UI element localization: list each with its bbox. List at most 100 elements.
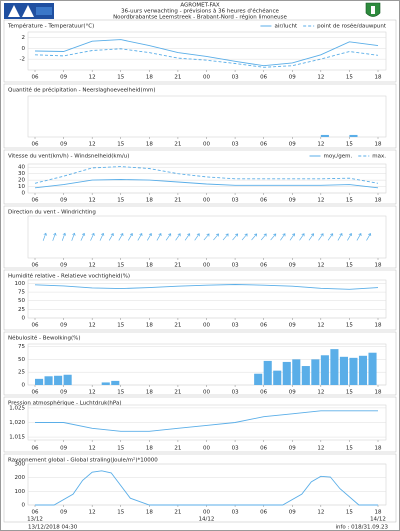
logo-left	[4, 3, 54, 19]
footer-left: 13/12/2018 04:30	[28, 525, 78, 531]
x-tick-label: 12	[317, 323, 324, 329]
x-tick-label: 21	[174, 323, 181, 329]
x-tick-label: 09	[60, 390, 67, 396]
x-tick-label: 06	[32, 510, 39, 516]
x-tick-label: 09	[289, 142, 296, 148]
x-tick-label: 21	[174, 75, 181, 81]
bar	[263, 360, 272, 385]
plot-area	[27, 95, 387, 138]
wind-arrow	[318, 233, 324, 241]
wind-arrow	[260, 233, 267, 241]
x-tick-label: 15	[346, 263, 353, 269]
x-tick-label: 21	[174, 390, 181, 396]
wind-arrow	[337, 233, 343, 241]
x-tick-label: 03	[232, 446, 239, 452]
x-tick-label: 12	[89, 446, 96, 452]
x-tick-label: 09	[289, 390, 296, 396]
panel-frame	[3, 83, 397, 149]
series-line	[34, 39, 379, 67]
x-tick-label: 06	[32, 323, 39, 329]
panel-frame	[3, 453, 397, 523]
logo-right	[365, 2, 381, 17]
series-line	[34, 179, 379, 189]
header-region: Noordbrabantse Leemstreek - Brabant-Nord…	[113, 14, 287, 21]
bar	[292, 359, 301, 385]
x-tick-label: 12	[89, 263, 96, 269]
panel-frame	[3, 149, 397, 205]
y-tick-label: 1,020	[9, 420, 25, 426]
x-tick-label: 21	[174, 510, 181, 516]
bar	[273, 370, 282, 385]
wind-arrow	[251, 233, 258, 241]
panel-frame	[3, 205, 397, 269]
x-tick-label: 15	[117, 75, 124, 81]
y-tick-label: 0	[22, 316, 26, 322]
x-tick-label: 03	[232, 75, 239, 81]
panel-title: Quantité de précipitation - Neerslaghoev…	[8, 87, 155, 94]
x-tick-label: 03	[232, 510, 239, 516]
bar	[111, 380, 120, 385]
x-tick-label: 06	[260, 446, 267, 452]
y-tick-label: 100	[15, 281, 26, 287]
x-tick-label: 12	[317, 142, 324, 148]
y-tick-label: 0	[22, 503, 26, 509]
wind-arrow	[146, 233, 152, 241]
legend-label: moy./gem.	[323, 154, 352, 160]
header-subtitle: 36-uurs verwachting - prévisions à 36 he…	[121, 8, 279, 15]
x-tick-label: 00	[203, 75, 210, 81]
x-tick-label: 15	[346, 323, 353, 329]
wind-arrow	[241, 233, 248, 241]
bar	[54, 375, 63, 385]
y-tick-label: 0	[22, 46, 26, 52]
x-tick-label: 00	[203, 198, 210, 204]
wind-arrow	[232, 233, 239, 241]
panel-title: Humidité relative - Relatieve vochtighei…	[8, 273, 130, 280]
bar	[349, 357, 358, 385]
y-tick-label: 50	[18, 357, 25, 363]
bar	[320, 134, 329, 137]
x-tick-label: 18	[146, 323, 153, 329]
x-tick-label: 03	[232, 390, 239, 396]
wind-arrow	[118, 233, 124, 241]
wind-arrow	[270, 233, 277, 241]
series-line	[34, 284, 379, 290]
x-tick-label: 18	[375, 323, 382, 329]
x-tick-label: 18	[375, 510, 382, 516]
y-tick-label: 300	[15, 462, 26, 468]
x-tick-label: 15	[346, 390, 353, 396]
x-tick-label: 06	[260, 75, 267, 81]
x-tick-label: 06	[260, 323, 267, 329]
x-tick-label: 09	[60, 263, 67, 269]
wind-arrow	[137, 233, 143, 241]
x-tick-label: 09	[289, 198, 296, 204]
x-tick-label: 12	[317, 75, 324, 81]
x-tick-label: 06	[32, 390, 39, 396]
x-tick-label: 15	[117, 390, 124, 396]
wind-arrow	[108, 233, 114, 241]
y-tick-label: -2	[20, 57, 25, 63]
x-tick-label: 06	[32, 446, 39, 452]
legend-label: point de rosée/dauwpunt	[317, 23, 387, 30]
x-tick-label: 12	[317, 446, 324, 452]
x-tick-label: 09	[289, 510, 296, 516]
y-tick-label: 1,015	[9, 435, 25, 441]
x-tick-label: 09	[289, 263, 296, 269]
footer-right: info : 018/31.09.23	[335, 525, 388, 531]
wind-arrow	[52, 232, 57, 241]
x-tick-label: 00	[203, 390, 210, 396]
bar	[311, 359, 320, 385]
x-tick-label: 12	[89, 510, 96, 516]
panel-title: Direction du vent - Windrichting	[8, 210, 96, 216]
x-tick-label: 18	[375, 142, 382, 148]
wind-arrow	[127, 233, 133, 241]
x-tick-label: 18	[146, 142, 153, 148]
wind-arrow	[156, 233, 162, 241]
x-tick-label: 09	[60, 510, 67, 516]
wind-arrow	[213, 233, 219, 241]
x-tick-label: 06	[260, 142, 267, 148]
x-tick-label: 09	[60, 198, 67, 204]
wind-arrow	[280, 233, 286, 241]
x-tick-label: 12	[89, 390, 96, 396]
wind-arrow	[90, 232, 95, 241]
